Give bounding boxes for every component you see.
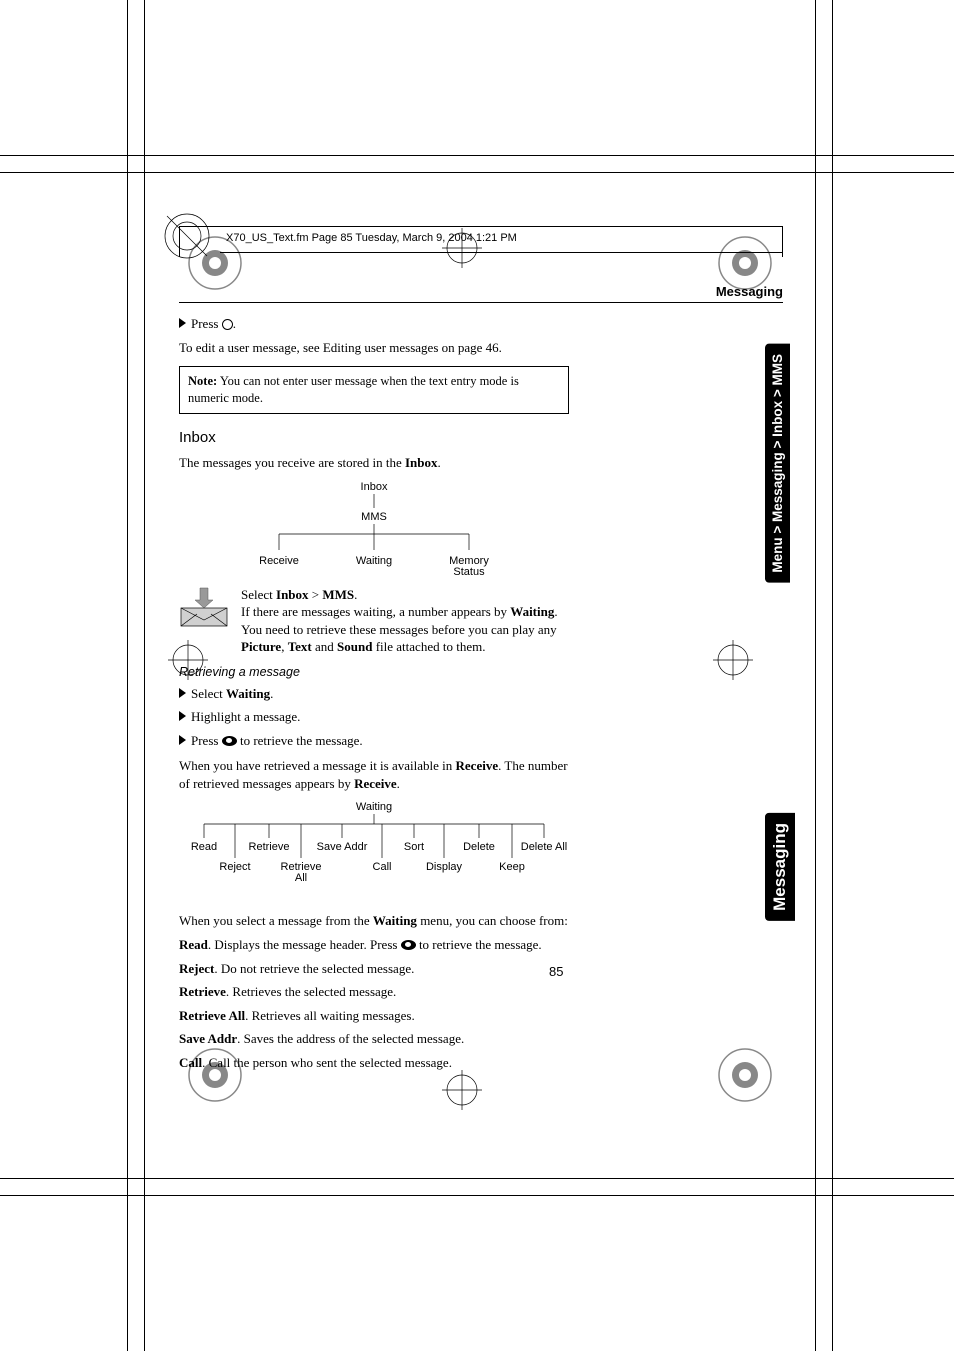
- inbox-tree: Inbox MMS Receive Waiting Memory Status: [179, 478, 569, 578]
- opt-reject: Reject. Do not retrieve the selected mes…: [179, 960, 569, 978]
- ring-icon: [159, 208, 215, 264]
- breadcrumb-tab: Menu > Messaging > Inbox > MMS: [765, 344, 790, 583]
- crop-line: [0, 1195, 954, 1196]
- section-header: Messaging: [179, 281, 783, 303]
- svg-text:Delete: Delete: [463, 841, 495, 853]
- opt-call: Call. Call the person who sent the selec…: [179, 1054, 569, 1072]
- select-key-icon: [401, 940, 416, 950]
- crop-line: [144, 0, 145, 1351]
- inbox-intro: The messages you receive are stored in t…: [179, 454, 569, 472]
- crop-line: [0, 1178, 954, 1179]
- crop-line: [832, 0, 833, 1351]
- svg-text:Save Addr: Save Addr: [317, 841, 368, 853]
- waiting-tree: Waiting Read Retrieve Save Addr So: [179, 798, 569, 898]
- sidebar-tabs: Menu > Messaging > Inbox > MMS Messaging: [765, 344, 795, 921]
- press-instruction: Press .: [179, 315, 569, 333]
- opt-retrieve: Retrieve. Retrieves the selected message…: [179, 983, 569, 1001]
- svg-text:MMS: MMS: [361, 511, 387, 523]
- edit-ref: To edit a user message, see Editing user…: [179, 339, 569, 357]
- section-tab: Messaging: [765, 813, 795, 921]
- waiting-menu-intro: When you select a message from the Waiti…: [179, 912, 569, 930]
- inbox-title: Inbox: [179, 428, 569, 448]
- note-box: Note: You can not enter user message whe…: [179, 366, 569, 414]
- main-content: Press . To edit a user message, see Edit…: [179, 315, 569, 1071]
- select-line: Select Inbox > MMS.: [241, 586, 569, 604]
- svg-text:Waiting: Waiting: [356, 801, 392, 813]
- frame-header: X70_US_Text.fm Page 85 Tuesday, March 9,…: [179, 226, 783, 257]
- crop-line: [127, 0, 128, 1351]
- svg-text:All: All: [295, 872, 307, 884]
- svg-text:Waiting: Waiting: [356, 555, 392, 567]
- retrieving-title: Retrieving a message: [179, 664, 569, 681]
- doc-header-line: X70_US_Text.fm Page 85 Tuesday, March 9,…: [220, 227, 782, 253]
- svg-text:Keep: Keep: [499, 861, 525, 873]
- crop-line: [815, 0, 816, 1351]
- page-number: 85: [549, 964, 563, 979]
- crop-line: [0, 155, 954, 156]
- svg-text:Retrieve: Retrieve: [249, 841, 290, 853]
- select-block: Select Inbox > MMS. If there are message…: [179, 586, 569, 656]
- step-1: Select Waiting.: [179, 685, 569, 703]
- page-content: X70_US_Text.fm Page 85 Tuesday, March 9,…: [179, 226, 783, 1126]
- select-key-icon: [222, 736, 237, 746]
- svg-text:Display: Display: [426, 861, 463, 873]
- step-2: Highlight a message.: [179, 708, 569, 726]
- svg-text:Sort: Sort: [404, 841, 424, 853]
- svg-text:Status: Status: [453, 566, 485, 578]
- waiting-explain: If there are messages waiting, a number …: [241, 603, 569, 656]
- svg-text:Call: Call: [373, 861, 392, 873]
- navkey-icon: [222, 319, 233, 330]
- svg-text:Read: Read: [191, 841, 217, 853]
- crop-line: [0, 172, 954, 173]
- opt-read: Read. Displays the message header. Press…: [179, 936, 569, 954]
- svg-text:Reject: Reject: [219, 861, 250, 873]
- svg-text:Inbox: Inbox: [361, 481, 388, 493]
- svg-text:Receive: Receive: [259, 555, 299, 567]
- download-envelope-icon: [179, 586, 229, 628]
- opt-retrieve-all: Retrieve All. Retrieves all waiting mess…: [179, 1007, 569, 1025]
- step-3: Press to retrieve the message.: [179, 732, 569, 750]
- svg-text:Delete All: Delete All: [521, 841, 567, 853]
- opt-save-addr: Save Addr. Saves the address of the sele…: [179, 1030, 569, 1048]
- after-retrieve: When you have retrieved a message it is …: [179, 757, 569, 792]
